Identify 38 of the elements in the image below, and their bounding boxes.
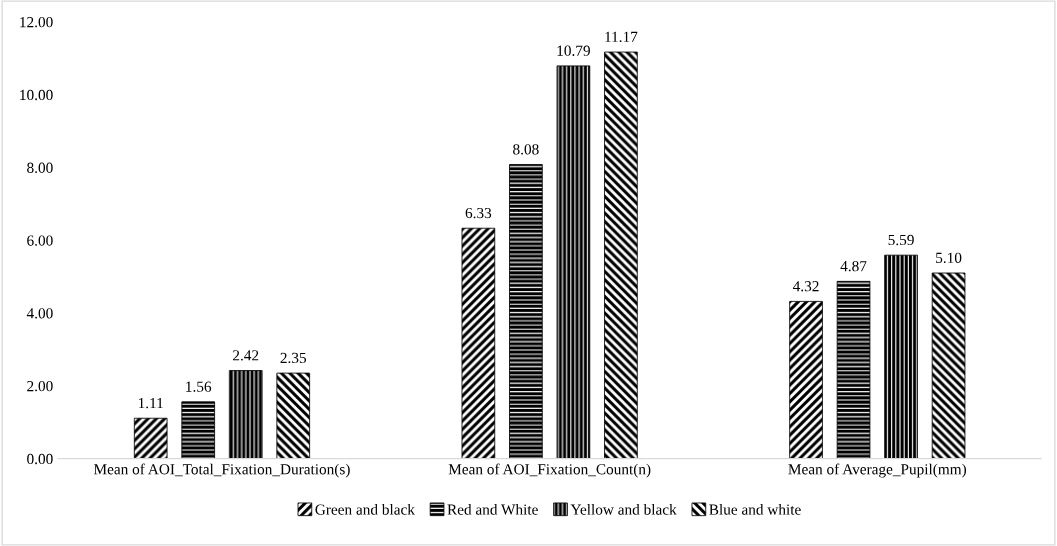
data-label: 10.79 xyxy=(557,45,590,56)
bar xyxy=(556,65,591,459)
bar xyxy=(931,272,966,459)
legend-label: Red and White xyxy=(447,503,538,515)
data-label: 11.17 xyxy=(605,31,638,43)
bar xyxy=(509,164,543,459)
bar xyxy=(604,51,638,459)
y-tick-label: 6.00 xyxy=(27,235,53,246)
y-tick-label: 12.00 xyxy=(20,16,53,28)
data-label: 1.11 xyxy=(138,397,163,409)
data-label: 4.87 xyxy=(840,261,867,272)
data-label: 1.56 xyxy=(186,381,212,392)
data-label: 4.32 xyxy=(792,281,819,292)
data-label: 5.59 xyxy=(888,234,914,246)
data-label: 8.08 xyxy=(513,144,539,155)
bar xyxy=(133,417,168,459)
x-tick-label: Mean of AOI_Total_Fixation_Duration(s) xyxy=(93,463,350,478)
y-tick-label: 0.00 xyxy=(27,453,53,465)
bar xyxy=(836,280,871,459)
data-label: 5.10 xyxy=(936,252,962,264)
bar xyxy=(228,370,263,459)
legend-label: Yellow and black xyxy=(570,503,677,515)
y-tick-label: 8.00 xyxy=(27,162,53,173)
data-label: 6.33 xyxy=(465,207,492,219)
x-tick-label: Mean of Average_Pupil(mm) xyxy=(788,463,967,478)
y-tick-label: 10.00 xyxy=(20,89,53,101)
bar xyxy=(276,372,311,459)
y-tick-label: 2.00 xyxy=(27,380,53,392)
y-tick-label: 4.00 xyxy=(26,308,53,319)
data-label: 2.35 xyxy=(280,352,307,364)
bar xyxy=(884,254,918,459)
x-tick-label: Mean of AOI_Fixation_Count(n) xyxy=(448,463,651,478)
legend-label: Green and black xyxy=(315,503,415,515)
bar xyxy=(181,401,216,459)
data-label: 2.42 xyxy=(233,350,259,361)
bar xyxy=(461,227,496,459)
bar xyxy=(789,300,823,459)
legend-label: Blue and white xyxy=(709,503,801,515)
